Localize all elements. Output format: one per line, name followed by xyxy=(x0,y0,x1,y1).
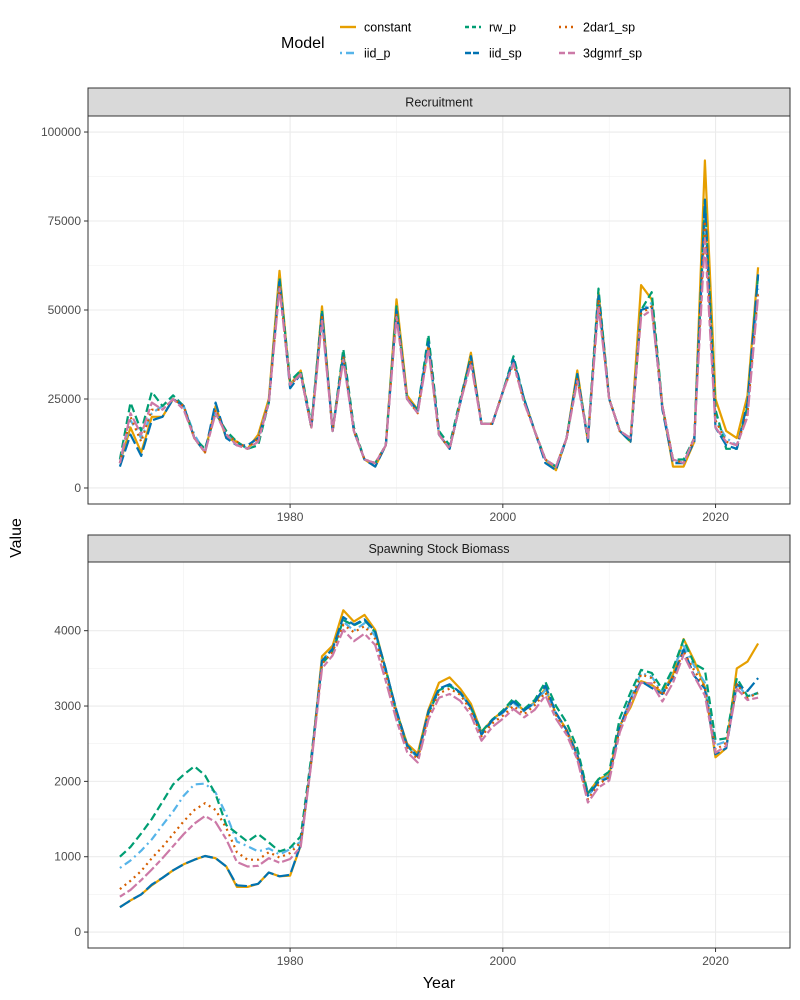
legend-label-3dgmrf-sp: 3dgmrf_sp xyxy=(583,47,642,61)
series-line-3dgmrf-sp xyxy=(119,628,759,898)
facet-title: Spawning Stock Biomass xyxy=(368,542,509,556)
y-tick-label: 3000 xyxy=(54,699,81,713)
legend-label-iid-p: iid_p xyxy=(364,47,390,61)
facet-strip xyxy=(87,87,791,117)
y-tick-label: 0 xyxy=(74,481,81,495)
y-tick-label: 1000 xyxy=(54,850,81,864)
series-line-3dgmrf-sp xyxy=(118,237,760,468)
series-line-rw-p xyxy=(118,198,760,468)
x-tick-label: 2000 xyxy=(489,954,516,968)
y-tick-label: 4000 xyxy=(54,624,81,638)
panels: Recruitment 0 25000 50000 75000 100000 1980 200… xyxy=(41,87,791,968)
series-line-iid-p xyxy=(119,620,759,869)
y-tick-label: 25000 xyxy=(48,392,82,406)
y-tick-label: 0 xyxy=(74,925,81,939)
y-tick-label: 50000 xyxy=(48,303,82,317)
legend-label-constant: constant xyxy=(364,21,412,35)
x-axis-title: Year xyxy=(423,975,456,992)
panel-background xyxy=(88,562,790,948)
x-tick-label: 1980 xyxy=(277,510,304,524)
y-tick-label: 100000 xyxy=(41,125,81,139)
y-tick-label: 2000 xyxy=(54,774,81,788)
x-tick-label: 2020 xyxy=(702,510,729,524)
legend: Model constant iid_p rw_p iid_sp 2dar1_sp 3dg… xyxy=(281,21,642,61)
legend-title: Model xyxy=(281,35,325,52)
legend-label-2dar1-sp: 2dar1_sp xyxy=(583,21,635,35)
x-tick-label: 2020 xyxy=(702,954,729,968)
series-line-rw-p xyxy=(119,618,759,858)
y-axis-title: Value xyxy=(8,518,25,558)
facet-title: Recruitment xyxy=(405,96,473,110)
x-tick-label: 1980 xyxy=(277,954,304,968)
y-tick-label: 75000 xyxy=(48,214,82,228)
panel-border xyxy=(87,561,791,949)
legend-label-iid-sp: iid_sp xyxy=(489,47,522,61)
panel-spawning-stock-biomass: Spawning Stock Biomass 0 1000 2000 3000 4000 1… xyxy=(54,534,791,968)
x-tick-label: 2000 xyxy=(489,510,516,524)
series-line-2dar1-sp xyxy=(119,623,759,890)
series-line-2dar1-sp xyxy=(118,219,760,468)
series-line-constant xyxy=(119,609,760,909)
legend-label-rw-p: rw_p xyxy=(489,21,516,35)
panel-recruitment: Recruitment 0 25000 50000 75000 100000 1980 200… xyxy=(41,87,791,524)
series-line-iid-sp xyxy=(119,615,759,909)
